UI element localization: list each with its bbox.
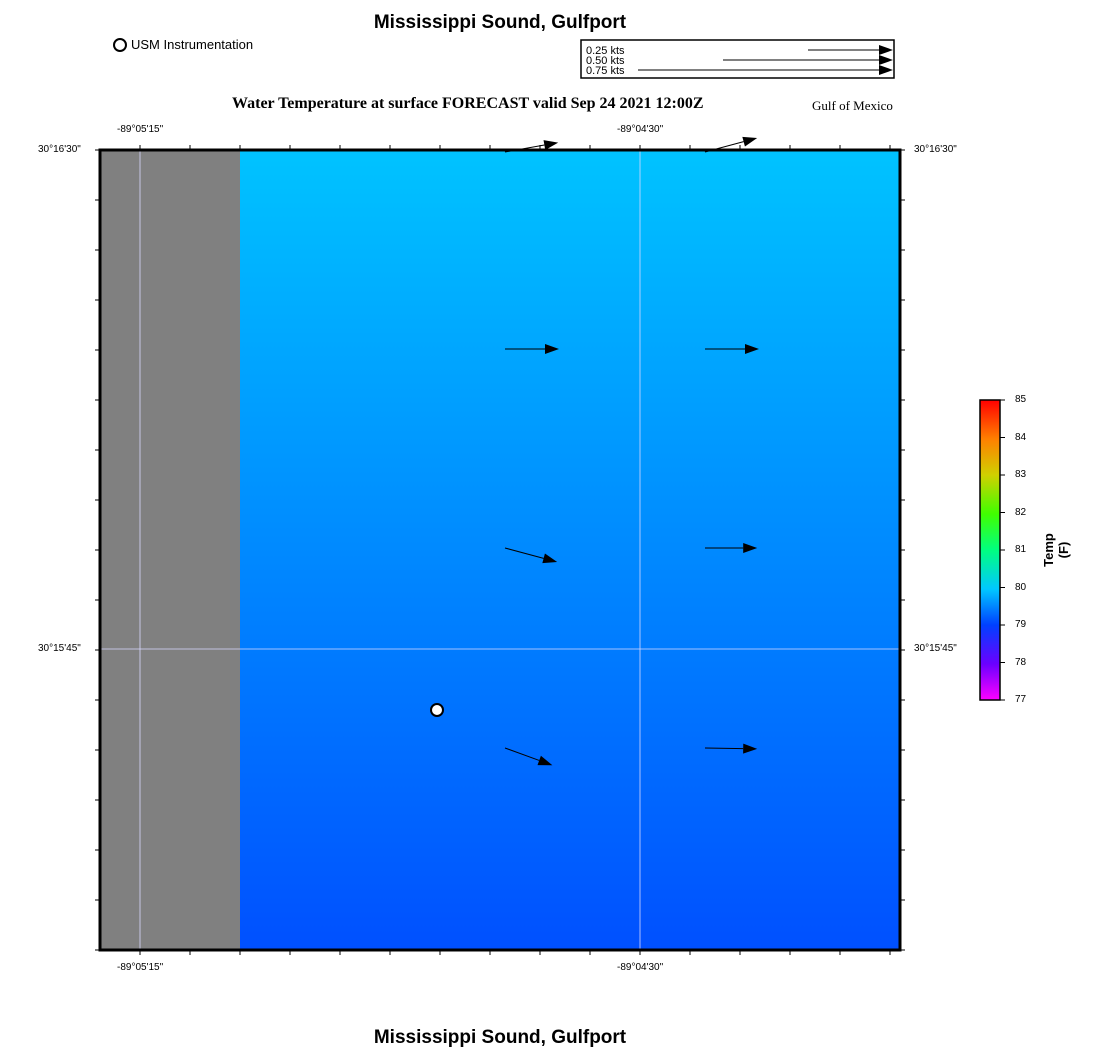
colorbar [979, 399, 1005, 701]
speed-legend-label: 0.25 kts [586, 45, 625, 57]
colorbar-tick-label: 82 [1015, 506, 1027, 518]
colorbar-tick-label: 85 [1015, 394, 1027, 405]
speed-legend-arrow [808, 45, 893, 55]
land-area [100, 150, 240, 950]
marker-legend: USM Instrumentation [113, 37, 253, 52]
current-arrow [705, 543, 758, 553]
colorbar-tick-label: 81 [1015, 544, 1027, 555]
frame-ticks [95, 145, 905, 955]
lon-label-top: -89°05'15" [117, 124, 164, 135]
lat-label-right: 30°15'45" [914, 643, 957, 654]
current-arrow [504, 547, 558, 564]
speed-legend-label: 0.50 kts [586, 55, 625, 67]
colorbar-tick-label: 78 [1015, 656, 1027, 668]
current-arrow [504, 747, 553, 766]
marker-legend-label: USM Instrumentation [131, 37, 254, 52]
current-arrow [704, 743, 758, 754]
station-marker-icon [113, 37, 127, 52]
lon-label-bottom: -89°05'15" [117, 962, 164, 973]
footer-title: Mississippi Sound, Gulfport [373, 1027, 627, 1048]
station-marker[interactable] [430, 703, 444, 717]
map-area [95, 136, 905, 955]
colorbar-tick-label: 80 [1015, 581, 1027, 593]
speed-legend-label: 0.75 kts [586, 65, 625, 77]
lat-label-left: 30°15'45" [38, 643, 81, 654]
speed-legend-arrow [723, 55, 893, 65]
current-arrow [705, 344, 759, 354]
lat-label-left: 30°16'30" [38, 144, 81, 155]
graticule [100, 150, 900, 950]
lon-label-bottom: -89°04'30" [617, 962, 664, 973]
current-arrow [505, 344, 559, 354]
speed-legend-box [580, 39, 895, 79]
colorbar-ticks [1000, 399, 1005, 701]
speed-legend-arrow [638, 65, 893, 75]
colorbar-tick-label: 84 [1015, 431, 1027, 443]
map-subtitle: Water Temperature at surface FORECAST va… [232, 95, 704, 112]
lon-label-top: -89°04'30" [617, 124, 664, 135]
region-label: Gulf of Mexico [812, 98, 893, 113]
lat-label-right: 30°16'30" [914, 144, 957, 155]
colorbar-tick-label: 83 [1015, 469, 1027, 480]
colorbar-title: Temp (F) [1041, 533, 1071, 567]
map-title: Mississippi Sound, Gulfport [373, 12, 627, 33]
colorbar-tick-label: 79 [1015, 619, 1027, 630]
colorbar-tick-label: 77 [1015, 694, 1027, 705]
colorbar-ramp [979, 399, 1001, 701]
